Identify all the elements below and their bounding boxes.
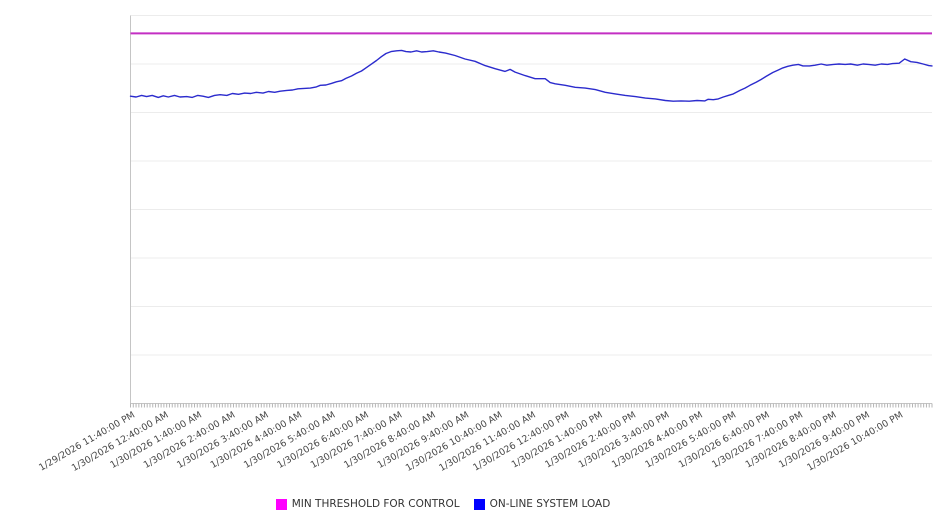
legend: MIN THRESHOLD FOR CONTROL ON-LINE SYSTEM… — [0, 498, 916, 510]
min-threshold-swatch-icon — [275, 498, 287, 510]
legend-item-min-threshold[interactable]: MIN THRESHOLD FOR CONTROL — [275, 498, 460, 510]
min-threshold-legend-label: MIN THRESHOLD FOR CONTROL — [291, 498, 460, 510]
online-system-load-line — [129, 49, 933, 102]
legend-item-online-system-load[interactable]: ON-LINE SYSTEM LOAD — [473, 498, 611, 510]
online-system-load-swatch-icon — [473, 498, 485, 510]
online-system-load-legend-label: ON-LINE SYSTEM LOAD — [489, 498, 611, 510]
